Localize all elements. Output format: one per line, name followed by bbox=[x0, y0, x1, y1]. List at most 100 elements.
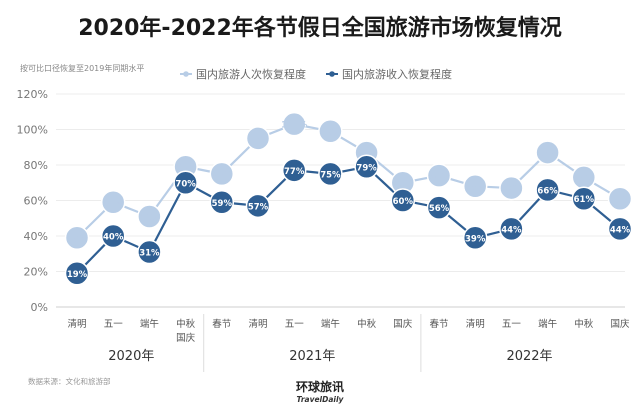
visitors-data-label: 70% bbox=[393, 179, 414, 189]
brand-subname: TravelDaily bbox=[297, 395, 345, 404]
revenue-point bbox=[499, 216, 524, 242]
visitors-point bbox=[64, 225, 90, 251]
year-label: 2021年 bbox=[289, 349, 335, 364]
x-tick-label: 国庆 bbox=[176, 332, 196, 344]
visitors-point bbox=[318, 119, 343, 144]
revenue-point bbox=[209, 190, 235, 215]
visitors-point bbox=[462, 174, 488, 199]
visitors-point bbox=[281, 111, 307, 137]
revenue-data-label: 19% bbox=[67, 270, 88, 280]
revenue-data-label: 39% bbox=[465, 234, 486, 244]
revenue-data-label: 44% bbox=[501, 225, 522, 235]
x-tick-label: 国庆 bbox=[610, 318, 630, 330]
visitors-point bbox=[607, 186, 633, 211]
revenue-point bbox=[462, 225, 488, 251]
chart-subtitle: 按可比口径恢复至2019年同期水平 bbox=[20, 63, 144, 73]
revenue-data-label: 57% bbox=[248, 202, 269, 212]
visitors-data-label: 39% bbox=[67, 234, 88, 244]
x-tick-label: 中秋 bbox=[357, 318, 377, 330]
x-tick-label: 国庆 bbox=[393, 318, 413, 330]
visitors-point bbox=[535, 140, 560, 165]
legend-label-visitors: 国内旅游人次恢复程度 bbox=[196, 67, 306, 81]
visitors-point bbox=[100, 190, 126, 215]
revenue-data-label: 59% bbox=[212, 199, 233, 209]
y-tick-label: 80% bbox=[24, 159, 48, 172]
visitors-data-label: 73% bbox=[574, 174, 595, 184]
y-tick-label: 120% bbox=[17, 88, 48, 101]
x-tick-label: 五一 bbox=[104, 319, 124, 330]
revenue-data-label: 44% bbox=[610, 225, 631, 235]
revenue-point bbox=[607, 216, 633, 242]
visitors-data-label: 75% bbox=[212, 170, 233, 180]
series-line-revenue bbox=[76, 165, 621, 275]
x-tick-label: 清明 bbox=[248, 318, 267, 330]
y-tick-label: 0% bbox=[31, 301, 48, 314]
revenue-point bbox=[281, 158, 307, 183]
x-tick-label: 端午 bbox=[538, 318, 557, 330]
x-tick-label: 五一 bbox=[502, 319, 522, 330]
revenue-point bbox=[245, 193, 271, 219]
visitors-data-label: 103% bbox=[281, 121, 308, 131]
x-tick-label: 清明 bbox=[466, 318, 485, 330]
revenue-data-label: 75% bbox=[320, 170, 341, 180]
legend-label-revenue: 国内旅游收入恢复程度 bbox=[342, 67, 452, 81]
revenue-point bbox=[535, 177, 560, 203]
revenue-data-label: 60% bbox=[393, 197, 414, 207]
revenue-data-label: 77% bbox=[284, 167, 305, 177]
visitors-point bbox=[137, 204, 162, 229]
revenue-point bbox=[100, 223, 126, 249]
revenue-data-label: 40% bbox=[103, 233, 124, 243]
x-tick-label: 端午 bbox=[321, 318, 340, 330]
revenue-point bbox=[173, 170, 198, 195]
brand-name: 环球旅讯 bbox=[296, 379, 344, 394]
y-tick-label: 60% bbox=[24, 195, 48, 208]
y-tick-label: 100% bbox=[17, 124, 48, 137]
brand-logo: 环球旅讯 TravelDaily bbox=[296, 379, 345, 404]
x-tick-label: 清明 bbox=[67, 318, 86, 330]
visitors-data-label: 67% bbox=[501, 185, 522, 195]
visitors-data-label: 79% bbox=[175, 163, 196, 173]
revenue-data-label: 31% bbox=[139, 248, 160, 258]
revenue-data-label: 66% bbox=[537, 186, 558, 196]
x-tick-label: 春节 bbox=[212, 318, 231, 330]
year-label: 2020年 bbox=[108, 349, 154, 364]
revenue-point bbox=[354, 154, 379, 180]
revenue-data-label: 61% bbox=[574, 195, 595, 205]
visitors-point bbox=[245, 126, 271, 151]
legend-swatch-marker bbox=[329, 71, 335, 77]
revenue-point bbox=[137, 239, 162, 265]
revenue-data-label: 70% bbox=[175, 179, 196, 189]
revenue-point bbox=[64, 261, 90, 286]
revenue-data-label: 56% bbox=[429, 204, 450, 214]
visitors-data-label: 51% bbox=[139, 213, 160, 223]
visitors-data-label: 87% bbox=[356, 149, 377, 159]
revenue-point bbox=[426, 195, 452, 220]
visitors-data-label: 68% bbox=[465, 183, 486, 193]
visitors-point bbox=[209, 161, 235, 187]
revenue-point bbox=[571, 186, 597, 211]
visitors-data-label: 61% bbox=[610, 195, 631, 205]
x-tick-label: 中秋 bbox=[574, 318, 594, 330]
x-tick-label: 五一 bbox=[285, 319, 305, 330]
visitors-point bbox=[499, 175, 524, 201]
visitors-data-label: 99% bbox=[320, 128, 341, 138]
visitors-point bbox=[426, 163, 452, 188]
year-label: 2022年 bbox=[506, 349, 552, 364]
revenue-point bbox=[390, 188, 416, 213]
y-tick-label: 40% bbox=[24, 230, 48, 243]
revenue-data-label: 79% bbox=[356, 163, 377, 173]
x-tick-label: 中秋 bbox=[176, 318, 196, 330]
revenue-point bbox=[318, 161, 343, 187]
source-note: 数据来源：文化和旅游部 bbox=[28, 376, 111, 386]
chart-title: 2020年-2022年各节假日全国旅游市场恢复情况 bbox=[78, 15, 562, 41]
y-tick-label: 20% bbox=[24, 266, 48, 279]
visitors-data-label: 59% bbox=[103, 199, 124, 209]
legend-swatch-marker bbox=[183, 71, 189, 77]
visitors-data-label: 87% bbox=[537, 149, 558, 159]
x-tick-label: 端午 bbox=[140, 318, 159, 330]
x-tick-label: 春节 bbox=[429, 318, 448, 330]
series-line-visitors bbox=[76, 123, 621, 239]
